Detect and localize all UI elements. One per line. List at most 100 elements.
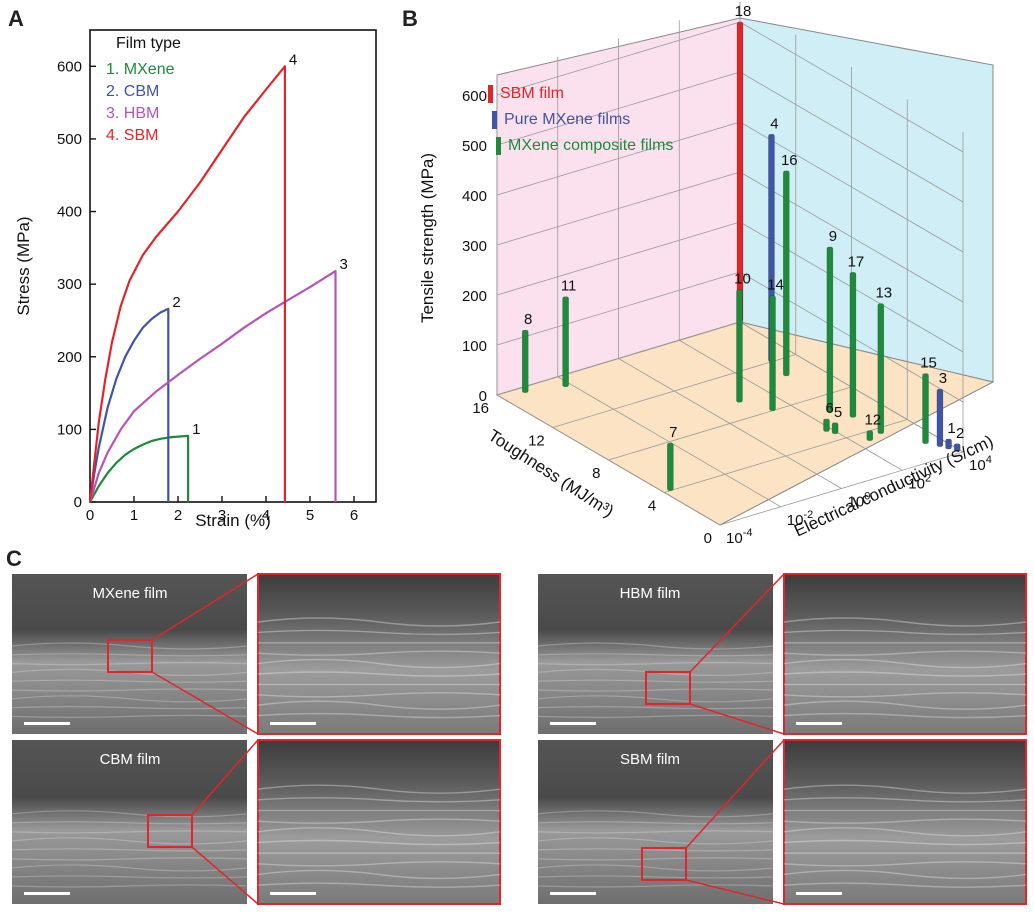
bar-label: 8 — [524, 311, 532, 328]
zoom-image — [783, 573, 1027, 735]
sem-texture — [537, 864, 774, 872]
zoom-texture — [783, 797, 1027, 803]
zoom-texture — [257, 629, 501, 636]
strength-tick-label: 200 — [462, 288, 487, 305]
bar-label: 15 — [920, 355, 937, 372]
zoom-texture — [257, 861, 501, 867]
tick-exponent: -4 — [743, 527, 753, 539]
zoom-texture — [257, 712, 501, 719]
panel-b-ticks: 0100200300400500600048121610-410-2100102… — [462, 88, 992, 547]
zoom-scale-bar — [796, 722, 842, 725]
zoom-texture — [783, 712, 1027, 719]
bar-label: 10 — [734, 271, 751, 288]
inset-connector — [689, 573, 785, 673]
curve-end-label: 2 — [172, 294, 180, 311]
panel-b-letter: B — [402, 6, 418, 31]
sem-texture — [537, 695, 774, 703]
legend-entry: Pure MXene films — [504, 111, 630, 128]
inset-connector — [685, 879, 785, 905]
tick-exponent: -2 — [803, 509, 813, 521]
bar-label: 7 — [669, 424, 677, 441]
inset-connector — [689, 703, 785, 735]
scale-bar — [550, 892, 596, 895]
toughness-tick-label: 8 — [592, 465, 600, 482]
sem-texture — [537, 821, 774, 825]
sem-image — [538, 574, 773, 734]
micrograph-4: SBM film — [537, 739, 1027, 905]
legend-entry: 4. SBM — [106, 127, 158, 144]
bar-9 — [826, 246, 834, 413]
zoom-texture — [783, 692, 1027, 698]
zoom-texture — [783, 629, 1027, 636]
scale-bar — [550, 722, 596, 725]
sem-texture — [11, 706, 248, 710]
sem-texture — [11, 679, 248, 683]
sem-micrographs: MXene film CBM film HBM film SBM film — [11, 573, 1027, 905]
x-tick-label: 0 — [86, 507, 94, 524]
bar-5 — [831, 422, 839, 435]
x-tick-label: 1 — [130, 507, 138, 524]
inset-box — [107, 639, 153, 673]
x-tick-label: 6 — [350, 507, 358, 524]
bar-label: 6 — [825, 400, 833, 417]
sem-texture — [537, 679, 774, 683]
scale-bar — [24, 722, 70, 725]
curve-1 — [89, 434, 190, 503]
tick-base: 10 — [848, 494, 865, 511]
zoom-texture — [783, 869, 1027, 880]
sem-texture — [537, 662, 774, 666]
tick-base: 10 — [787, 512, 804, 529]
zoom-texture — [783, 650, 1027, 656]
tick-base: 10 — [726, 530, 743, 547]
inset-connector — [191, 846, 259, 905]
sem-texture — [537, 837, 774, 845]
y-tick-label: 200 — [57, 349, 82, 366]
sem-texture — [537, 706, 774, 710]
x-axis-label: Strain (%) — [195, 511, 271, 530]
bar-label: 16 — [781, 152, 798, 169]
z-axis-label: Tensile strength (MPa) — [418, 153, 437, 323]
conductivity-tick-label: 102 — [908, 472, 931, 492]
grid-line — [557, 376, 781, 508]
y-tick-label: 400 — [57, 204, 82, 221]
toughness-tick-label: 16 — [472, 400, 489, 417]
panel-a-letter: A — [8, 6, 24, 31]
panel-b-legend: SBM film Pure MXene films MXene composite … — [488, 85, 673, 155]
legend-entry: 1. MXene — [106, 61, 175, 78]
zoom-texture — [783, 784, 1027, 794]
curve-end-label: 4 — [289, 51, 297, 68]
sem-texture — [537, 688, 774, 692]
zoom-image — [257, 739, 501, 905]
sem-image — [538, 740, 773, 904]
tick-base: 10 — [969, 457, 986, 474]
zoom-texture — [783, 671, 1027, 677]
panel-a-legend: Film type 1. MXene 2. CBM 3. HBM 4. SBM — [106, 35, 181, 144]
bar-8 — [521, 329, 529, 393]
zoom-texture — [783, 818, 1027, 824]
bar-label: 4 — [770, 115, 778, 132]
strength-tick-label: 300 — [462, 238, 487, 255]
bar-14 — [769, 295, 776, 412]
zoom-scale-bar — [270, 722, 316, 725]
strength-tick-label: 600 — [462, 88, 487, 105]
sem-texture — [537, 884, 774, 888]
x-tick-label: 4 — [262, 507, 270, 524]
zoom-texture — [257, 869, 501, 880]
toughness-tick-label: 12 — [528, 433, 545, 450]
bar-label: 17 — [848, 253, 865, 270]
sem-texture — [11, 662, 248, 666]
y-tick-label: 500 — [57, 131, 82, 148]
zoom-texture — [257, 827, 501, 837]
zoom-texture — [783, 839, 1027, 846]
zoom-texture — [783, 827, 1027, 837]
zoom-image — [257, 573, 501, 735]
bar-17 — [849, 272, 857, 418]
sem-texture — [537, 653, 774, 657]
zoom-texture — [783, 882, 1027, 888]
bar-label: 3 — [939, 370, 947, 387]
grid-line — [496, 394, 721, 526]
strength-tick-label: 100 — [462, 338, 487, 355]
sem-texture — [537, 875, 774, 879]
curve-end-label: 1 — [192, 421, 200, 438]
